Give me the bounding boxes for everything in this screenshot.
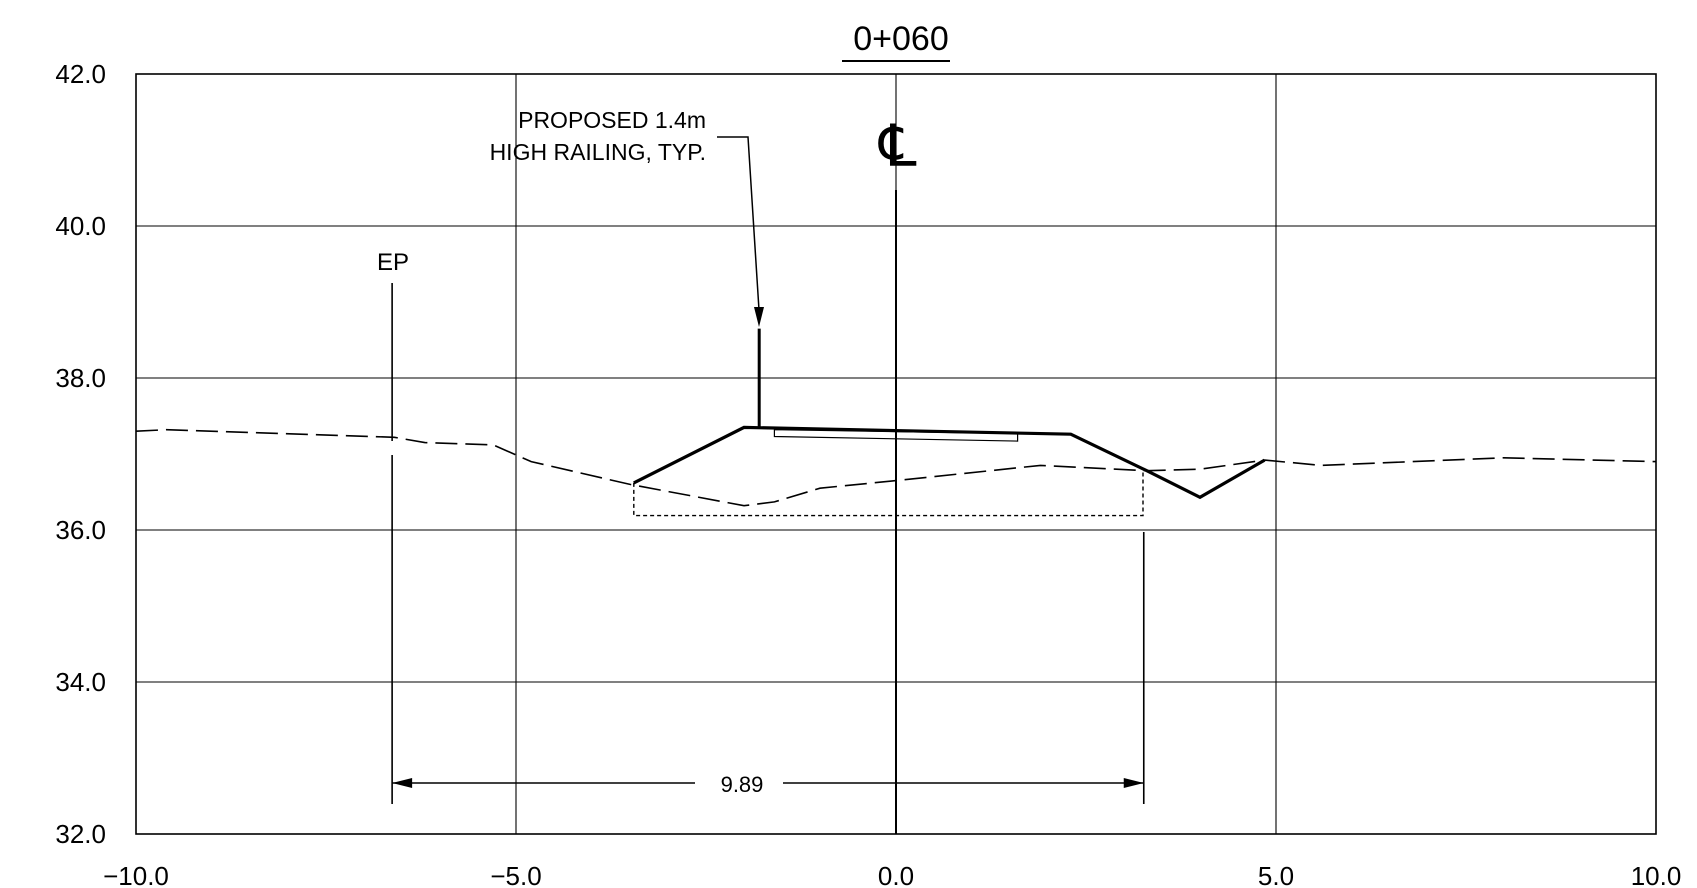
y-tick-label: 38.0	[55, 363, 106, 393]
chart-title: 0+060	[853, 20, 949, 58]
y-tick-label: 32.0	[55, 819, 106, 849]
dimension-arrow-right	[1123, 778, 1144, 788]
x-tick-label: 0.0	[878, 861, 914, 888]
axis-labels: −10.0 −5.0 0.0 5.0 10.0 42.0 40.0 38.0 36.0 34.0 3…	[55, 59, 1681, 888]
centerline-symbol: ℄	[877, 114, 916, 179]
railing-note-line-2: HIGH RAILING, TYP.	[490, 139, 706, 165]
dimension-arrow-left	[392, 778, 413, 788]
subgrade-outline	[633, 469, 1144, 517]
y-tick-label: 36.0	[55, 515, 106, 545]
x-tick-label: 5.0	[1258, 861, 1294, 888]
feature-layer	[391, 60, 1145, 834]
x-tick-label: 10.0	[1631, 861, 1682, 888]
y-tick-label: 34.0	[55, 667, 106, 697]
surface-layer	[773, 429, 1019, 442]
edge-of-pavement-label: EP	[377, 249, 409, 276]
x-tick-label: −10.0	[103, 861, 169, 888]
y-tick-label: 42.0	[55, 59, 106, 89]
railing-note-line-1: PROPOSED 1.4m	[518, 107, 706, 133]
y-tick-label: 40.0	[55, 211, 106, 241]
series-layer	[135, 425, 1657, 507]
railing-leader-line	[717, 136, 760, 311]
dimension-label: 9.89	[721, 772, 764, 797]
x-tick-label: −5.0	[490, 861, 541, 888]
proposed-profile-line	[633, 425, 1266, 500]
railing-leader-arrow	[754, 307, 764, 327]
